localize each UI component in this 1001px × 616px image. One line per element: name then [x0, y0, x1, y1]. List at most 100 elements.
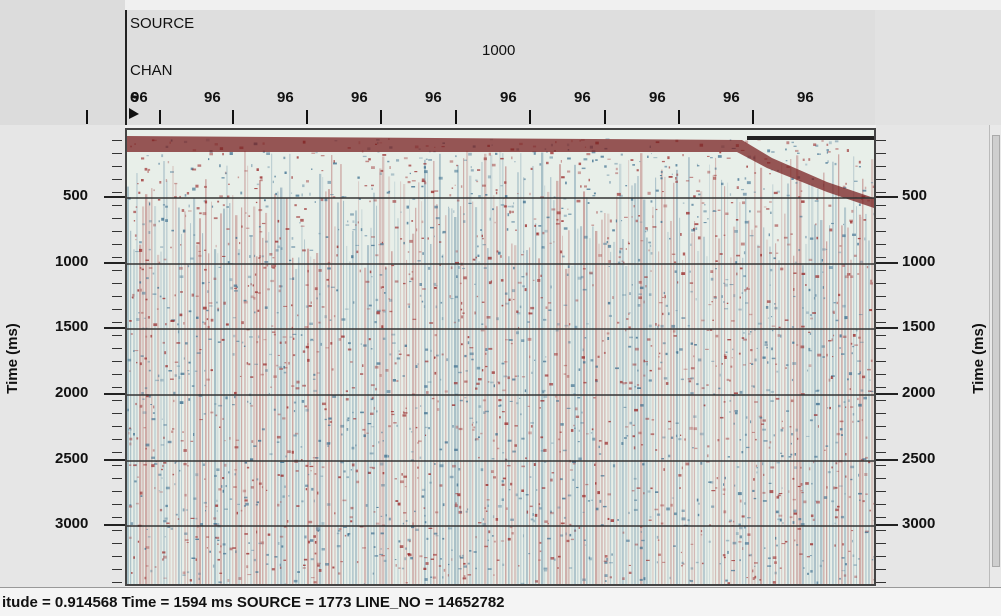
time-minor-tick [876, 348, 886, 349]
source-label: SOURCE [130, 15, 194, 32]
time-tick-label-left: 1000 [55, 253, 88, 270]
chan-label: CHAN [130, 62, 173, 79]
time-minor-tick [112, 296, 122, 297]
time-minor-tick [112, 309, 122, 310]
time-minor-tick [876, 400, 886, 401]
time-tick-label-right: 1500 [902, 318, 935, 335]
time-tick-label-right: 500 [902, 187, 927, 204]
header-right-corner [875, 10, 1001, 125]
scrollbar-thumb[interactable] [992, 135, 1000, 567]
time-tick-label-left: 2000 [55, 384, 88, 401]
time-minor-tick [112, 400, 122, 401]
chan-tick-mark [604, 110, 606, 124]
header-corner [0, 0, 125, 125]
time-minor-tick [876, 166, 886, 167]
time-minor-tick [112, 569, 122, 570]
time-minor-tick [112, 257, 122, 258]
time-minor-tick [112, 192, 122, 193]
chan-tick-mark [159, 110, 161, 124]
time-major-tick [104, 393, 125, 395]
chan-tick-mark [678, 110, 680, 124]
chan-tick-label: 96 [797, 89, 814, 106]
time-minor-tick [876, 205, 886, 206]
time-major-tick [104, 196, 125, 198]
time-minor-tick [876, 322, 886, 323]
time-minor-tick [112, 166, 122, 167]
time-major-tick [876, 393, 898, 395]
chan-tick-label: 96 [649, 89, 666, 106]
time-minor-tick [112, 491, 122, 492]
time-tick-label-left: 3000 [55, 515, 88, 532]
chan-tick-label: 96 [500, 89, 517, 106]
time-minor-tick [876, 309, 886, 310]
time-minor-tick [876, 179, 886, 180]
chan-tick-label: 96 [723, 89, 740, 106]
time-minor-tick [876, 517, 886, 518]
chan-tick-mark [752, 110, 754, 124]
left-axis-title: Time (ms) [4, 323, 21, 394]
time-tick-label-right: 3000 [902, 515, 935, 532]
time-major-tick [876, 524, 898, 526]
source-value: 1000 [482, 42, 515, 59]
time-minor-tick [112, 582, 122, 583]
chan-tick-mark [232, 110, 234, 124]
time-minor-tick [112, 426, 122, 427]
time-minor-tick [876, 543, 886, 544]
time-minor-tick [112, 283, 122, 284]
time-minor-tick [112, 387, 122, 388]
time-minor-tick [112, 517, 122, 518]
time-minor-tick [876, 270, 886, 271]
time-minor-tick [876, 491, 886, 492]
time-minor-tick [876, 218, 886, 219]
time-minor-tick [876, 465, 886, 466]
seismic-display[interactable] [125, 128, 876, 586]
time-minor-tick [112, 270, 122, 271]
time-minor-tick [876, 140, 886, 141]
time-minor-tick [112, 543, 122, 544]
time-minor-tick [876, 244, 886, 245]
time-minor-tick [112, 478, 122, 479]
time-minor-tick [876, 374, 886, 375]
chan-tick-mark [455, 110, 457, 124]
chan-tick-label: 96 [204, 89, 221, 106]
time-minor-tick [112, 231, 122, 232]
time-minor-tick [876, 569, 886, 570]
time-minor-tick [112, 452, 122, 453]
time-minor-tick [876, 582, 886, 583]
time-major-tick [104, 459, 125, 461]
time-major-tick [876, 262, 898, 264]
chan-tick-mark [529, 110, 531, 124]
time-minor-tick [876, 335, 886, 336]
time-minor-tick [112, 465, 122, 466]
time-minor-tick [112, 348, 122, 349]
seismic-traces-canvas [127, 130, 874, 584]
time-minor-tick [876, 361, 886, 362]
time-minor-tick [112, 439, 122, 440]
time-minor-tick [112, 153, 122, 154]
time-tick-label-left: 1500 [55, 318, 88, 335]
time-tick-label-right: 2000 [902, 384, 935, 401]
right-axis-title: Time (ms) [970, 323, 987, 394]
time-minor-tick [112, 413, 122, 414]
time-minor-tick [112, 179, 122, 180]
time-minor-tick [112, 322, 122, 323]
time-minor-tick [876, 413, 886, 414]
time-minor-tick [112, 361, 122, 362]
chan-tick-label: 96 [351, 89, 368, 106]
status-readout: itude = 0.914568 Time = 1594 ms SOURCE =… [2, 594, 505, 611]
time-major-tick [104, 524, 125, 526]
time-major-tick [876, 459, 898, 461]
time-minor-tick [112, 205, 122, 206]
time-major-tick [104, 262, 125, 264]
chan-tick-label: 96 [277, 89, 294, 106]
time-minor-tick [876, 426, 886, 427]
time-tick-label-right: 2500 [902, 450, 935, 467]
chan-tick-label: 96 [574, 89, 591, 106]
chan-tick-mark [380, 110, 382, 124]
time-minor-tick [112, 530, 122, 531]
time-minor-tick [876, 439, 886, 440]
time-minor-tick [876, 283, 886, 284]
